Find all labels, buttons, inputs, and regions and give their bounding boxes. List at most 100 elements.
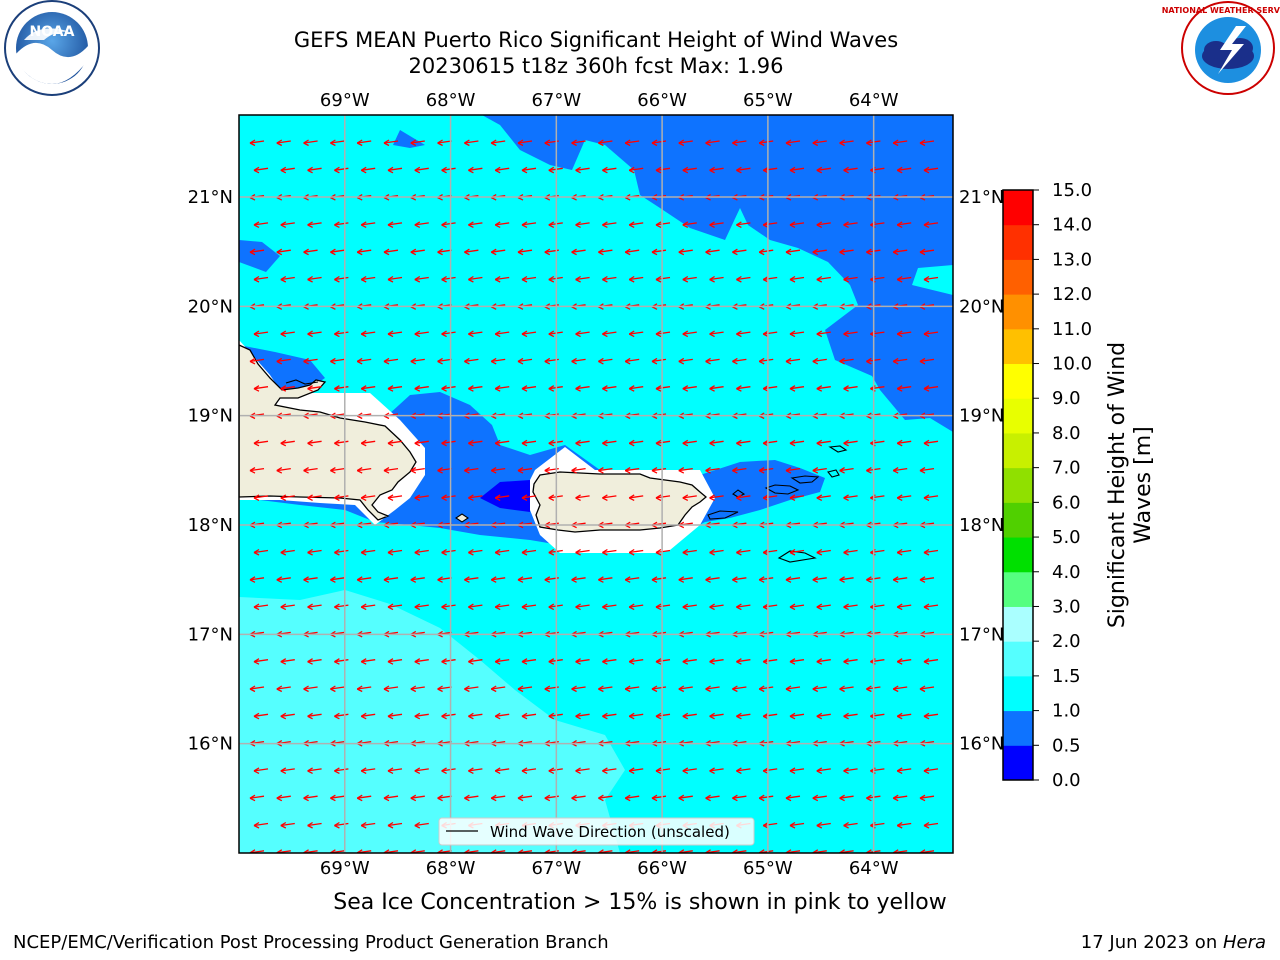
- wave-arrow: [437, 577, 452, 581]
- wave-arrow-head: [602, 385, 608, 392]
- wave-arrow: [387, 440, 403, 444]
- wave-arrow-head: [896, 166, 903, 174]
- wave-arrow: [441, 386, 456, 390]
- wave-arrow: [655, 440, 671, 444]
- lat-label-left: 21°N: [188, 187, 233, 208]
- wave-arrow-head: [682, 221, 689, 228]
- wave-arrow-head: [628, 767, 635, 774]
- wave-arrow-head: [789, 603, 796, 611]
- wave-arrow-head: [655, 658, 662, 665]
- wave-arrow-head: [843, 658, 849, 665]
- wave-arrow: [705, 577, 720, 581]
- wave-arrow: [839, 249, 854, 253]
- wave-arrow: [441, 659, 456, 663]
- wave-arrow-head: [490, 467, 497, 474]
- wave-arrow: [414, 822, 429, 827]
- wave-arrow-head: [709, 603, 715, 611]
- wave-arrow-head: [276, 794, 283, 802]
- wave-arrow: [655, 549, 671, 554]
- wave-arrow-head: [253, 821, 260, 829]
- wave-arrow-head: [602, 221, 608, 228]
- footer-credit: NCEP/EMC/Verification Post Processing Pr…: [13, 932, 609, 953]
- wave-arrow: [521, 331, 537, 335]
- wave-arrow: [280, 222, 295, 226]
- colorbar-segment: [1003, 294, 1033, 330]
- wave-arrow: [651, 686, 667, 690]
- wave-arrow-head: [839, 248, 845, 256]
- wave-arrow: [330, 686, 345, 690]
- wave-arrow-head: [866, 576, 872, 583]
- wave-arrow: [303, 577, 318, 581]
- wave-arrow-head: [736, 385, 742, 392]
- wave-arrow-head: [789, 548, 796, 556]
- wave-arrow: [521, 549, 537, 554]
- wave-arrow-head: [249, 794, 256, 802]
- wave-arrow-head: [624, 576, 631, 583]
- wave-arrow-head: [414, 439, 421, 447]
- wave-arrow-head: [441, 712, 447, 720]
- wave-arrow: [709, 167, 724, 171]
- wave-arrow-head: [383, 794, 390, 802]
- wave-arrow-head: [334, 658, 340, 665]
- wave-arrow: [571, 140, 586, 144]
- wave-arrow-head: [414, 330, 421, 338]
- wave-arrow-head: [602, 603, 608, 611]
- wave-arrow: [253, 549, 269, 554]
- wave-arrow: [919, 686, 935, 690]
- map-frame: [238, 114, 954, 854]
- wave-arrow: [893, 795, 908, 799]
- lat-label-right: 17°N: [959, 624, 1004, 645]
- wave-arrow: [732, 577, 747, 581]
- wave-arrow: [709, 331, 724, 335]
- wave-arrow-head: [468, 712, 474, 720]
- wave-arrow: [521, 222, 537, 226]
- wave-arrow: [843, 713, 858, 717]
- wave-arrow: [732, 467, 747, 472]
- wave-arrow-head: [843, 494, 849, 501]
- wave-arrow-head: [276, 248, 283, 256]
- wave-arrow-head: [307, 166, 313, 174]
- wave-arrow-head: [441, 658, 447, 665]
- wave-arrow-head: [494, 439, 501, 447]
- wave-arrow-head: [548, 712, 555, 720]
- wave-arrow: [437, 686, 452, 690]
- wave-arrow: [571, 358, 586, 363]
- wave-arrow: [521, 440, 537, 444]
- wave-arrow-head: [655, 548, 662, 556]
- wave-arrow: [655, 167, 671, 171]
- wave-arrow: [437, 140, 452, 144]
- wave-arrow: [763, 822, 778, 827]
- wave-arrow-head: [575, 603, 581, 611]
- wave-arrow-head: [758, 576, 765, 583]
- wave-arrow-head: [758, 139, 765, 147]
- wave-arrow-head: [383, 248, 390, 256]
- wave-arrow-head: [628, 275, 635, 283]
- wave-arrow-head: [655, 712, 662, 720]
- wave-arrow-head: [249, 139, 256, 147]
- wave-arrow-head: [334, 494, 340, 501]
- wave-arrow: [441, 604, 456, 608]
- colorbar-tick-label: 8.0: [1052, 423, 1081, 444]
- wave-arrow: [763, 386, 778, 390]
- wave-arrow-head: [494, 221, 501, 228]
- wave-arrow: [280, 713, 295, 717]
- wave-arrow-head: [628, 712, 635, 720]
- wave-arrow: [414, 386, 429, 390]
- wave-arrow-head: [360, 658, 367, 665]
- wave-arrow: [303, 467, 318, 472]
- wave-arrow: [923, 331, 939, 335]
- wave-arrow: [785, 686, 801, 690]
- wave-arrow-head: [655, 767, 662, 774]
- lon-label-bottom: 66°W: [637, 858, 687, 879]
- wave-arrow: [625, 140, 640, 144]
- wave-arrow: [897, 276, 912, 281]
- wave-arrow: [897, 167, 912, 171]
- wave-arrow-head: [923, 712, 930, 720]
- wave-arrow-head: [464, 357, 470, 365]
- wave-arrow-head: [334, 821, 340, 829]
- wave-arrow: [571, 686, 586, 690]
- wave-arrow-head: [253, 603, 260, 611]
- wave-arrow-head: [571, 685, 577, 693]
- wave-arrow: [629, 276, 644, 281]
- wave-arrow-head: [816, 166, 823, 174]
